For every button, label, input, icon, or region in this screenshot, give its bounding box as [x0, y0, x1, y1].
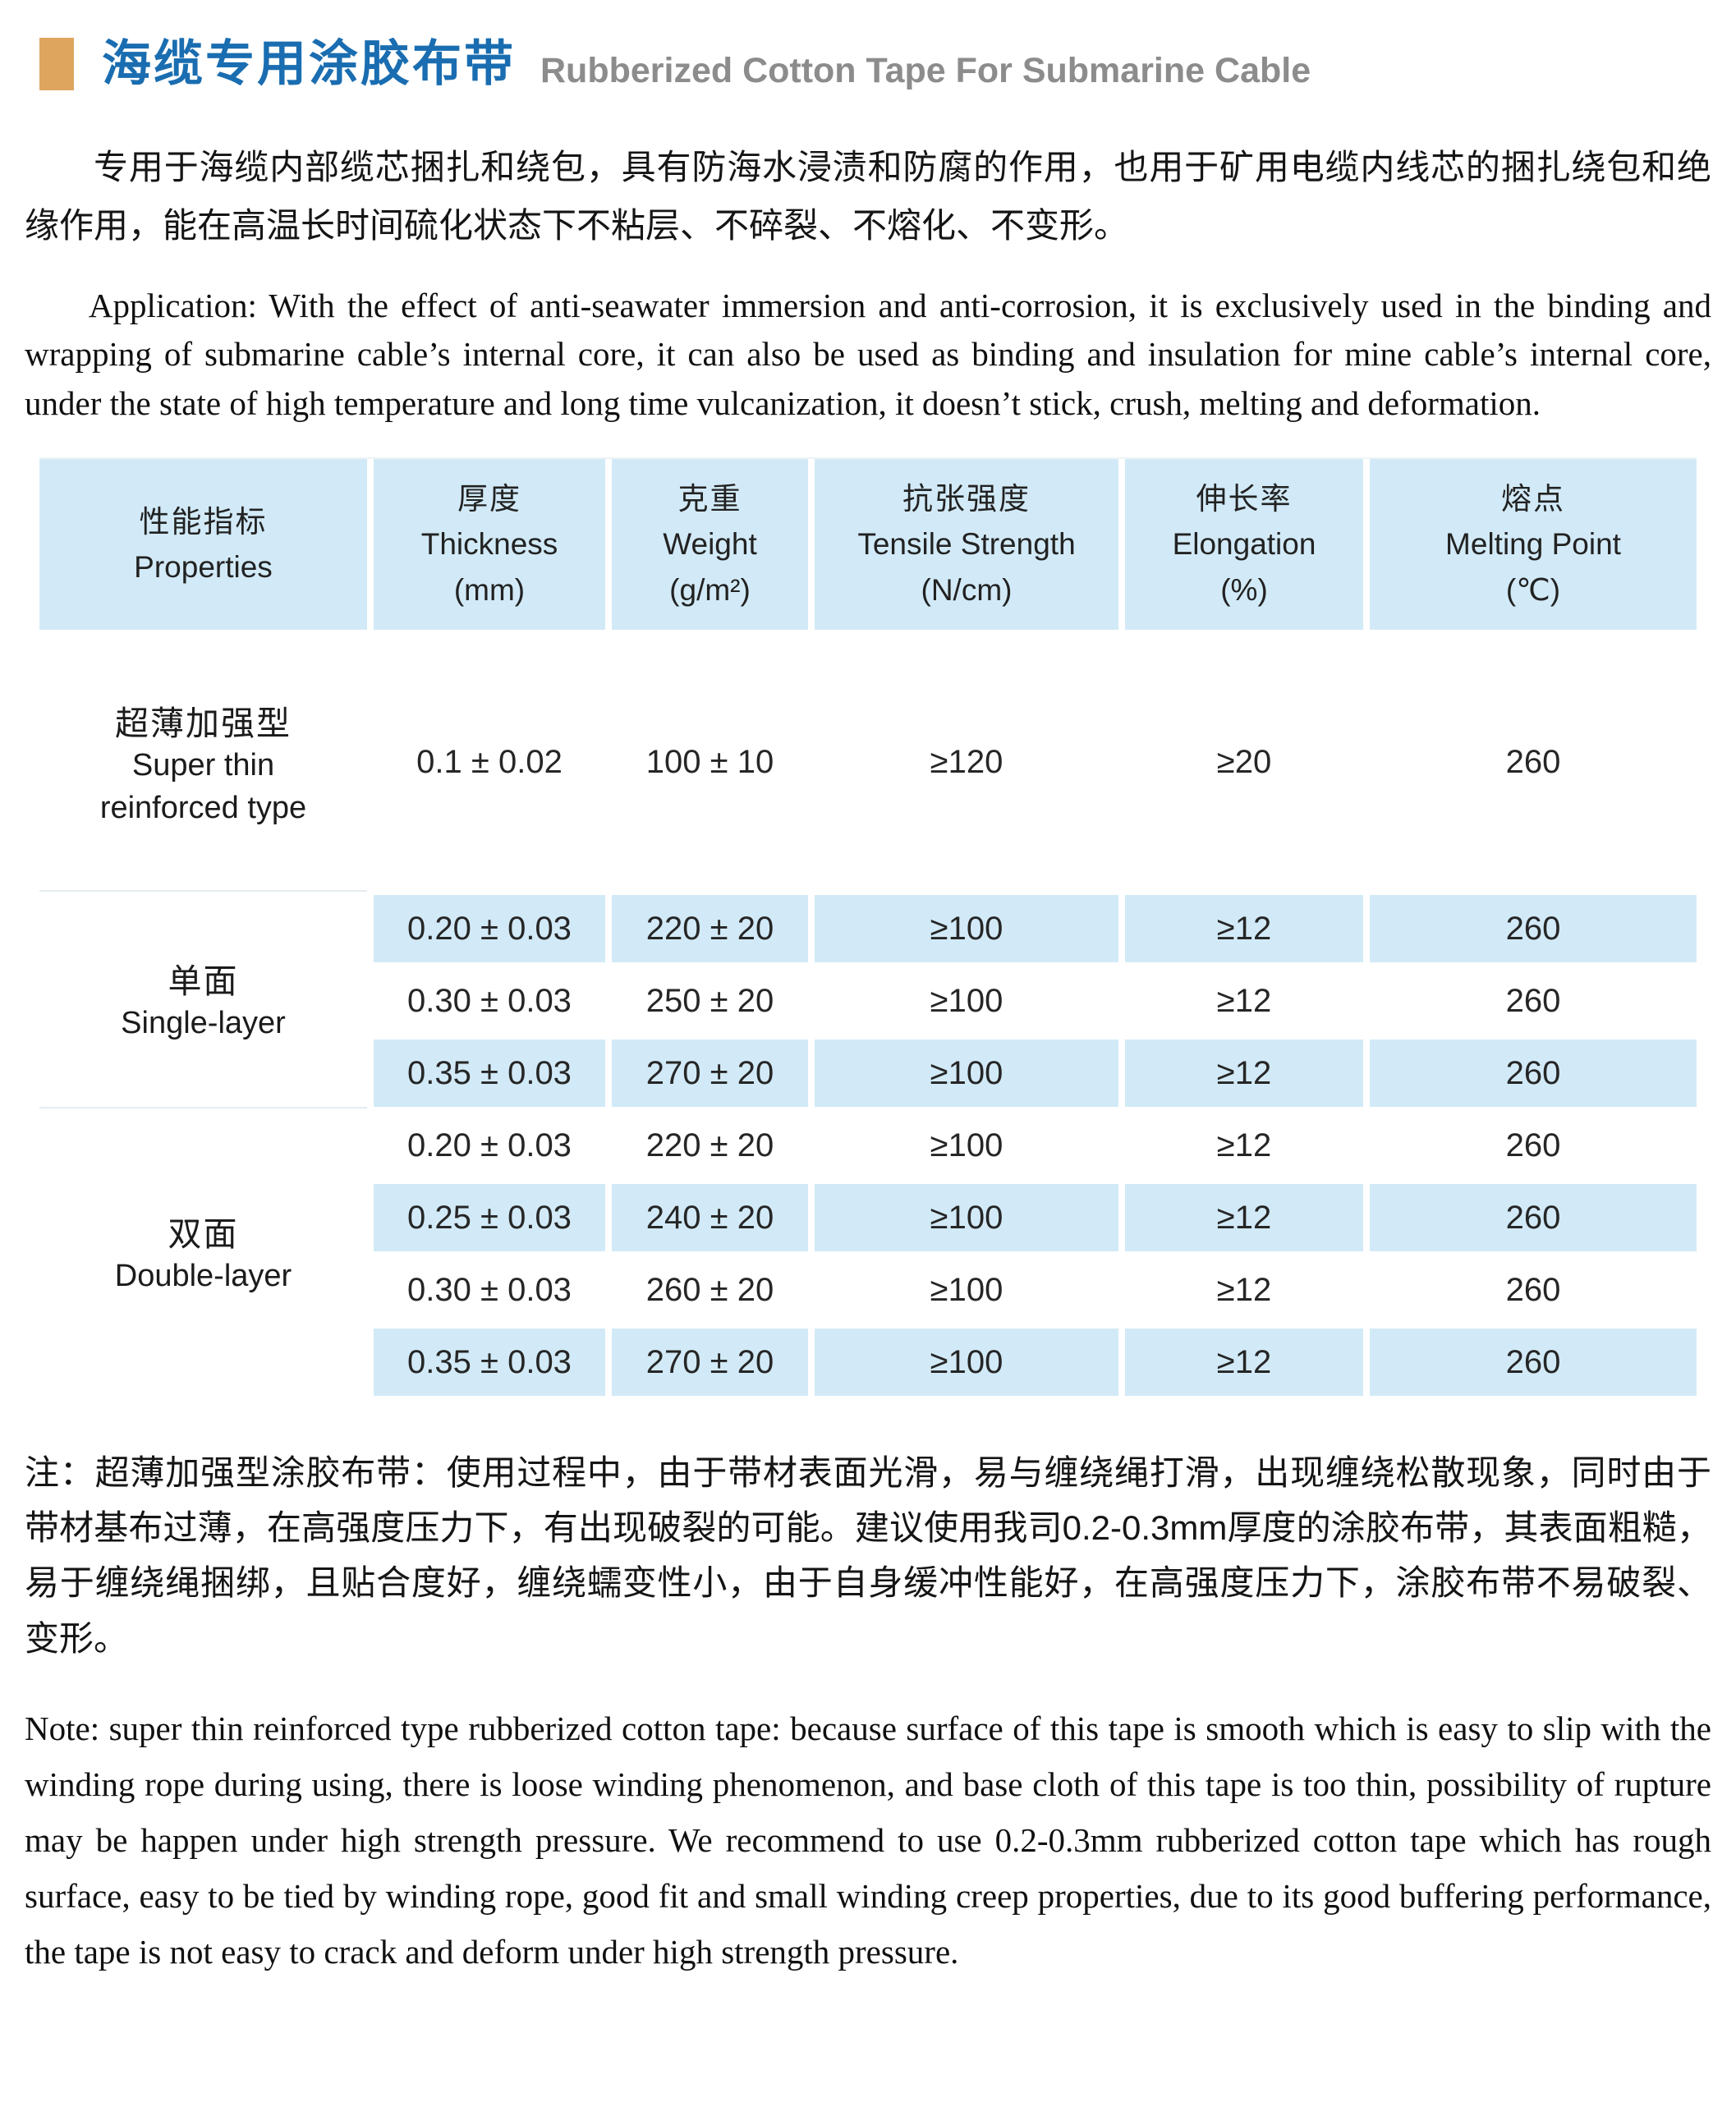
spec-table: 性能指标 Properties 厚度 Thickness (mm) 克重 Wei…: [39, 457, 1697, 1397]
table-header-cell-properties: 性能指标 Properties: [39, 459, 367, 631]
intro-paragraph-en: Application: With the effect of anti-sea…: [25, 286, 1711, 422]
cell-tensile: ≥100: [815, 1179, 1118, 1252]
intro-paragraph-zh: 专用于海缆内部缆芯捆扎和绕包，具有防海水浸渍和防腐的作用，也用于矿用电缆内线芯的…: [25, 148, 1711, 246]
cell-thickness: 0.35 ± 0.03: [374, 1035, 605, 1108]
cell-thickness: 0.30 ± 0.03: [374, 962, 605, 1035]
note-paragraph-zh: 注：超薄加强型涂胶布带：使用过程中，由于带材表面光滑，易与缠绕绳打滑，出现缠绕松…: [25, 1453, 1711, 1658]
cell-thickness: 0.1 ± 0.02: [374, 630, 605, 891]
cell-weight: 220 ± 20: [612, 1107, 808, 1180]
header-zh: 抗张强度: [902, 481, 1031, 516]
header-unit: (g/m²): [669, 572, 751, 607]
cell-melting: 260: [1370, 1324, 1697, 1397]
cell-tensile: ≥100: [815, 1251, 1118, 1324]
cell-tensile: ≥100: [815, 962, 1118, 1035]
cell-thickness: 0.35 ± 0.03: [374, 1324, 605, 1397]
cell-elongation: ≥12: [1125, 890, 1363, 963]
group-label-zh: 单面: [168, 962, 239, 1001]
cell-elongation: ≥12: [1125, 1107, 1363, 1180]
cell-elongation: ≥12: [1125, 1035, 1363, 1108]
cell-weight: 270 ± 20: [612, 1324, 808, 1397]
cell-thickness: 0.20 ± 0.03: [374, 890, 605, 963]
cell-weight: 260 ± 20: [612, 1251, 808, 1324]
cell-weight: 270 ± 20: [612, 1035, 808, 1108]
group-label-single-layer: 单面 Single-layer: [39, 890, 367, 1108]
cell-elongation: ≥20: [1125, 630, 1363, 891]
header-unit: (mm): [453, 572, 526, 607]
table-header-cell-weight: 克重 Weight (g/m²): [612, 459, 808, 631]
cell-elongation: ≥12: [1125, 1324, 1363, 1397]
cell-weight: 100 ± 10: [612, 630, 808, 891]
cell-melting: 260: [1370, 1107, 1697, 1180]
header-en: Properties: [134, 550, 273, 585]
cell-elongation: ≥12: [1125, 1179, 1363, 1252]
header-zh: 克重: [677, 481, 742, 516]
header-en: Thickness: [420, 527, 558, 562]
title-accent-bar: [39, 38, 74, 90]
cell-tensile: ≥100: [815, 890, 1118, 963]
cell-tensile: ≥100: [815, 1107, 1118, 1180]
header-en: Weight: [663, 527, 757, 562]
header-en: Elongation: [1172, 527, 1316, 562]
cell-elongation: ≥12: [1125, 962, 1363, 1035]
header-unit: (℃): [1505, 572, 1561, 607]
header-en: Tensile Strength: [857, 527, 1076, 562]
group-label-super-thin: 超薄加强型 Super thin reinforced type: [39, 630, 367, 891]
header-en: Melting Point: [1445, 527, 1621, 562]
cell-melting: 260: [1370, 962, 1697, 1035]
cell-thickness: 0.20 ± 0.03: [374, 1107, 605, 1180]
header-zh: 性能指标: [139, 504, 268, 539]
cell-melting: 260: [1370, 1035, 1697, 1108]
cell-tensile: ≥100: [815, 1035, 1118, 1108]
cell-thickness: 0.30 ± 0.03: [374, 1251, 605, 1324]
cell-melting: 260: [1370, 630, 1697, 891]
header-zh: 厚度: [457, 481, 521, 516]
page-header: 海缆专用涂胶布带 Rubberized Cotton Tape For Subm…: [39, 36, 1697, 90]
cell-tensile: ≥100: [815, 1324, 1118, 1397]
cell-elongation: ≥12: [1125, 1251, 1363, 1324]
page-title-en: Rubberized Cotton Tape For Submarine Cab…: [540, 51, 1311, 90]
header-unit: (N/cm): [921, 572, 1013, 607]
cell-melting: 260: [1370, 1251, 1697, 1324]
cell-tensile: ≥120: [815, 630, 1118, 891]
cell-weight: 220 ± 20: [612, 890, 808, 963]
group-label-en: Single-layer: [121, 1006, 286, 1041]
header-zh: 熔点: [1501, 481, 1565, 516]
table-header-cell-melting-point: 熔点 Melting Point (℃): [1370, 459, 1697, 631]
cell-melting: 260: [1370, 1179, 1697, 1252]
cell-weight: 240 ± 20: [612, 1179, 808, 1252]
note-paragraph-en: Note: super thin reinforced type rubberi…: [25, 1709, 1711, 1971]
cell-weight: 250 ± 20: [612, 962, 808, 1035]
group-label-zh: 超薄加强型: [115, 704, 292, 743]
group-label-zh: 双面: [168, 1215, 239, 1254]
group-label-en: Double-layer: [114, 1259, 292, 1294]
group-label-en: Super thin reinforced type: [99, 748, 307, 825]
group-label-double-layer: 双面 Double-layer: [39, 1107, 367, 1397]
table-header-cell-thickness: 厚度 Thickness (mm): [374, 459, 605, 631]
header-zh: 伸长率: [1196, 481, 1293, 516]
table-header-cell-elongation: 伸长率 Elongation (%): [1125, 459, 1363, 631]
cell-melting: 260: [1370, 890, 1697, 963]
header-unit: (%): [1220, 572, 1268, 607]
cell-thickness: 0.25 ± 0.03: [374, 1179, 605, 1252]
table-header-cell-tensile-strength: 抗张强度 Tensile Strength (N/cm): [815, 459, 1118, 631]
page-title-zh: 海缆专用涂胶布带: [102, 36, 516, 91]
